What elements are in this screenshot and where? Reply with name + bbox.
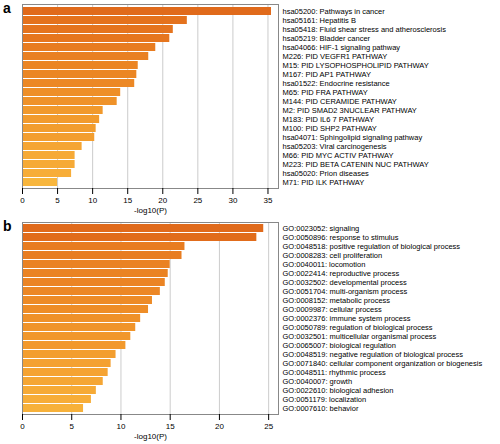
svg-text:hsa05203: Viral carcinogenesis: hsa05203: Viral carcinogenesis [283, 142, 387, 151]
svg-text:hsa05418: Fluid shear stress a: hsa05418: Fluid shear stress and atheros… [283, 25, 447, 34]
svg-text:10: 10 [88, 196, 97, 205]
svg-text:M66: PID MYC ACTIV PATHWAY: M66: PID MYC ACTIV PATHWAY [283, 151, 394, 160]
html-text:a: a [3, 0, 11, 16]
svg-text:25: 25 [193, 196, 202, 205]
svg-text:GO:0023052: signaling: GO:0023052: signaling [283, 224, 360, 233]
svg-text:GO:0007610: behavior: GO:0007610: behavior [283, 404, 359, 413]
svg-text:GO:0048511: rhythmic process: GO:0048511: rhythmic process [283, 368, 386, 377]
svg-text:M2: PID SMAD2 3NUCLEAR PATHWAY: M2: PID SMAD2 3NUCLEAR PATHWAY [283, 106, 417, 115]
svg-text:GO:0008283: cell proliferation: GO:0008283: cell proliferation [283, 251, 383, 260]
svg-text:25: 25 [264, 422, 273, 431]
svg-text:15: 15 [123, 196, 132, 205]
svg-text:GO:0048519: negative regulatio: GO:0048519: negative regulation of biolo… [283, 350, 464, 359]
svg-text:GO:0022610: biological adhesio: GO:0022610: biological adhesion [283, 386, 394, 395]
svg-text:hsa04066: HIF-1 signaling path: hsa04066: HIF-1 signaling pathway [283, 43, 401, 52]
svg-text:GO:0048518: positive regulatio: GO:0048518: positive regulation of biolo… [283, 242, 461, 251]
svg-text:M167: PID AP1 PATHWAY: M167: PID AP1 PATHWAY [283, 70, 372, 79]
svg-text:10: 10 [117, 422, 126, 431]
svg-text:35: 35 [264, 196, 273, 205]
svg-text:GO:0032501: multicellular orga: GO:0032501: multicellular organismal pro… [283, 332, 437, 341]
svg-text:0: 0 [20, 422, 25, 431]
svg-text:30: 30 [228, 196, 237, 205]
svg-text:GO:0040011: locomotion: GO:0040011: locomotion [283, 260, 366, 269]
svg-text:20: 20 [215, 422, 224, 431]
svg-text:hsa01522: Endocrine resistance: hsa01522: Endocrine resistance [283, 79, 390, 88]
svg-text:5: 5 [70, 422, 75, 431]
svg-text:15: 15 [166, 422, 175, 431]
svg-text:GO:0065007: biological regulat: GO:0065007: biological regulation [283, 341, 396, 350]
svg-text:-log10(P): -log10(P) [134, 206, 167, 215]
svg-text:GO:0022414: reproductive proce: GO:0022414: reproductive process [283, 269, 400, 278]
svg-text:GO:0032502: developmental proc: GO:0032502: developmental process [283, 278, 407, 287]
svg-text:hsa04071: Sphingolipid signali: hsa04071: Sphingolipid signaling pathway [283, 133, 423, 142]
svg-text:M100: PID SHP2 PATHWAY: M100: PID SHP2 PATHWAY [283, 124, 377, 133]
svg-text:M144: PID CERAMIDE PATHWAY: M144: PID CERAMIDE PATHWAY [283, 97, 397, 106]
svg-text:GO:0008152: metabolic process: GO:0008152: metabolic process [283, 296, 391, 305]
svg-text:M15: PID LYSOPHOSPHOLIPID PATH: M15: PID LYSOPHOSPHOLIPID PATHWAY [283, 61, 429, 70]
svg-text:M65: PID FRA PATHWAY: M65: PID FRA PATHWAY [283, 88, 368, 97]
svg-text:GO:0051179: localization: GO:0051179: localization [283, 395, 367, 404]
svg-text:M226: PID VEGFR1 PATHWAY: M226: PID VEGFR1 PATHWAY [283, 52, 388, 61]
svg-text:GO:0050789: regulation of biol: GO:0050789: regulation of biological pro… [283, 323, 433, 332]
svg-text:GO:0009987: cellular process: GO:0009987: cellular process [283, 305, 382, 314]
svg-text:GO:0071840: cellular component: GO:0071840: cellular component organizat… [283, 359, 483, 368]
svg-text:GO:0051704: multi-organism pro: GO:0051704: multi-organism process [283, 287, 408, 296]
svg-text:20: 20 [158, 196, 167, 205]
svg-text:M223: PID BETA CATENIN NUC PAT: M223: PID BETA CATENIN NUC PATHWAY [283, 160, 429, 169]
svg-text:GO:0002376: immune system proc: GO:0002376: immune system process [283, 314, 411, 323]
svg-text:GO:0040007: growth: GO:0040007: growth [283, 377, 353, 386]
svg-text:hsa05200: Pathways in cancer: hsa05200: Pathways in cancer [283, 7, 386, 16]
svg-text:M183: PID IL6 7 PATHWAY: M183: PID IL6 7 PATHWAY [283, 115, 374, 124]
svg-text:-log10(P): -log10(P) [134, 432, 167, 441]
svg-text:5: 5 [55, 196, 60, 205]
svg-text:0: 0 [20, 196, 25, 205]
svg-text:hsa05020: Prion diseases: hsa05020: Prion diseases [283, 169, 370, 178]
svg-text:hsa05161: Hepatitis B: hsa05161: Hepatitis B [283, 16, 356, 25]
html-text:b: b [3, 218, 12, 234]
svg-text:GO:0050896: response to stimul: GO:0050896: response to stimulus [283, 233, 399, 242]
svg-text:M71: PID ILK PATHWAY: M71: PID ILK PATHWAY [283, 178, 365, 187]
svg-text:hsa05219: Bladder cancer: hsa05219: Bladder cancer [283, 34, 371, 43]
